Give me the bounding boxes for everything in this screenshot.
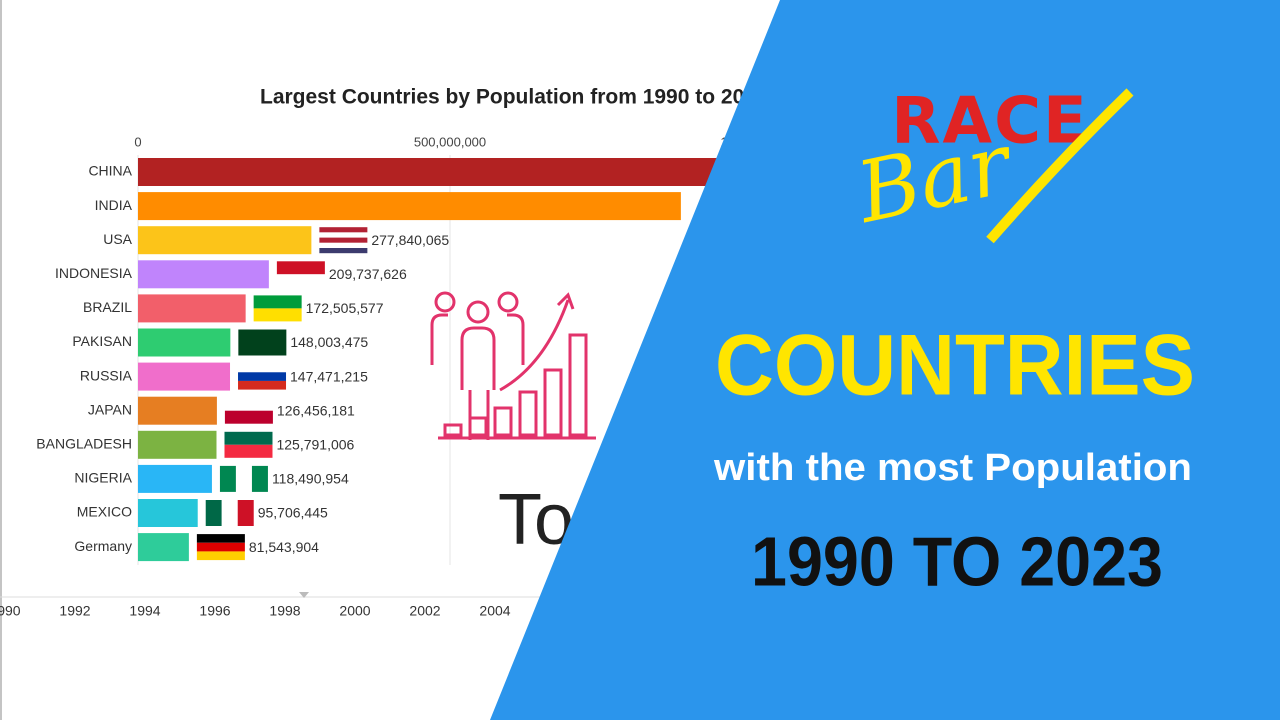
timeline-label: 1998: [269, 603, 300, 619]
flag-stripe: [238, 329, 287, 343]
value-label: 125,791,006: [276, 437, 354, 453]
headline: COUNTRIES: [715, 318, 1195, 414]
flag-stripe: [319, 242, 368, 248]
y-tick-label: RUSSIA: [80, 367, 133, 383]
flag-stripe: [205, 500, 222, 526]
logo-race: RACE: [891, 85, 1089, 159]
flag-stripe: [238, 372, 287, 381]
flag-stripe: [319, 248, 368, 254]
flag-stripe: [319, 227, 368, 233]
flag-stripe: [224, 397, 273, 411]
timeline-label: 1994: [129, 603, 160, 619]
flag-stripe: [238, 342, 287, 356]
subheadline: with the most Population: [713, 447, 1192, 489]
value-label: 95,706,445: [258, 505, 328, 521]
years: 1990 TO 2023: [751, 522, 1163, 600]
flag-stripe: [319, 232, 368, 238]
bar: [138, 533, 189, 562]
timeline-label: 2004: [479, 603, 510, 619]
flag-stripe: [276, 261, 325, 275]
logo-swoosh: [986, 88, 1134, 244]
flag-stripe: [196, 551, 245, 561]
x-tick-label: 0: [134, 134, 141, 149]
flag-stripe: [196, 534, 245, 543]
y-tick-label: INDIA: [95, 197, 133, 213]
bar: [138, 362, 231, 391]
flag-stripe: [253, 295, 302, 309]
flag-stripe: [319, 237, 368, 243]
population-growth-icon: [430, 291, 596, 440]
y-tick-label: BANGLADESH: [36, 436, 132, 452]
y-tick-label: USA: [103, 231, 132, 247]
y-tick-label: INDONESIA: [55, 265, 133, 281]
bar: [138, 260, 269, 289]
timeline-label: 1996: [199, 603, 230, 619]
timeline-label: 1990: [0, 603, 21, 619]
timeline-label: 1992: [59, 603, 90, 619]
flag-stripe: [196, 542, 245, 552]
flag-stripe: [238, 363, 287, 373]
value-label: 148,003,475: [290, 334, 368, 350]
flag-stripe: [276, 274, 325, 288]
y-tick-label: NIGERIA: [74, 470, 132, 486]
flag-stripe: [219, 465, 236, 492]
y-tick-label: Germany: [74, 538, 132, 554]
timeline-marker: [299, 592, 309, 598]
value-label: 147,471,215: [290, 368, 368, 384]
bar: [138, 192, 681, 221]
flag-stripe: [237, 500, 254, 526]
chart-title: Largest Countries by Population from 199…: [260, 86, 768, 109]
y-tick-label: PAKISAN: [72, 333, 132, 349]
value-label: 209,737,626: [329, 266, 407, 282]
flag-stripe: [251, 465, 268, 492]
bar: [138, 328, 231, 357]
value-label: 81,543,904: [249, 539, 319, 555]
bar: [138, 499, 198, 527]
bar: [138, 396, 217, 425]
flag-stripe: [235, 465, 252, 492]
x-tick-label: 500,000,000: [414, 134, 486, 149]
flag-stripe: [238, 380, 287, 390]
value-label: 277,840,065: [371, 232, 449, 248]
y-tick-label: BRAZIL: [83, 299, 132, 315]
timeline-label: 2002: [409, 603, 440, 619]
y-tick-label: CHINA: [88, 163, 132, 179]
value-label: 118,490,954: [272, 471, 349, 487]
flag-stripe: [224, 444, 273, 458]
flag-stripe: [253, 308, 302, 322]
bar: [138, 226, 312, 255]
y-tick-label: JAPAN: [88, 401, 132, 417]
bar: [138, 464, 212, 493]
value-label: 172,505,577: [306, 300, 384, 316]
bar: [138, 294, 246, 323]
flag-stripe: [224, 431, 273, 445]
timeline-label: 2000: [339, 603, 370, 619]
flag-stripe: [224, 410, 273, 424]
bar: [138, 430, 217, 459]
flag-stripe: [221, 500, 238, 526]
value-label: 126,456,181: [277, 402, 355, 418]
y-tick-label: MEXICO: [77, 504, 132, 520]
